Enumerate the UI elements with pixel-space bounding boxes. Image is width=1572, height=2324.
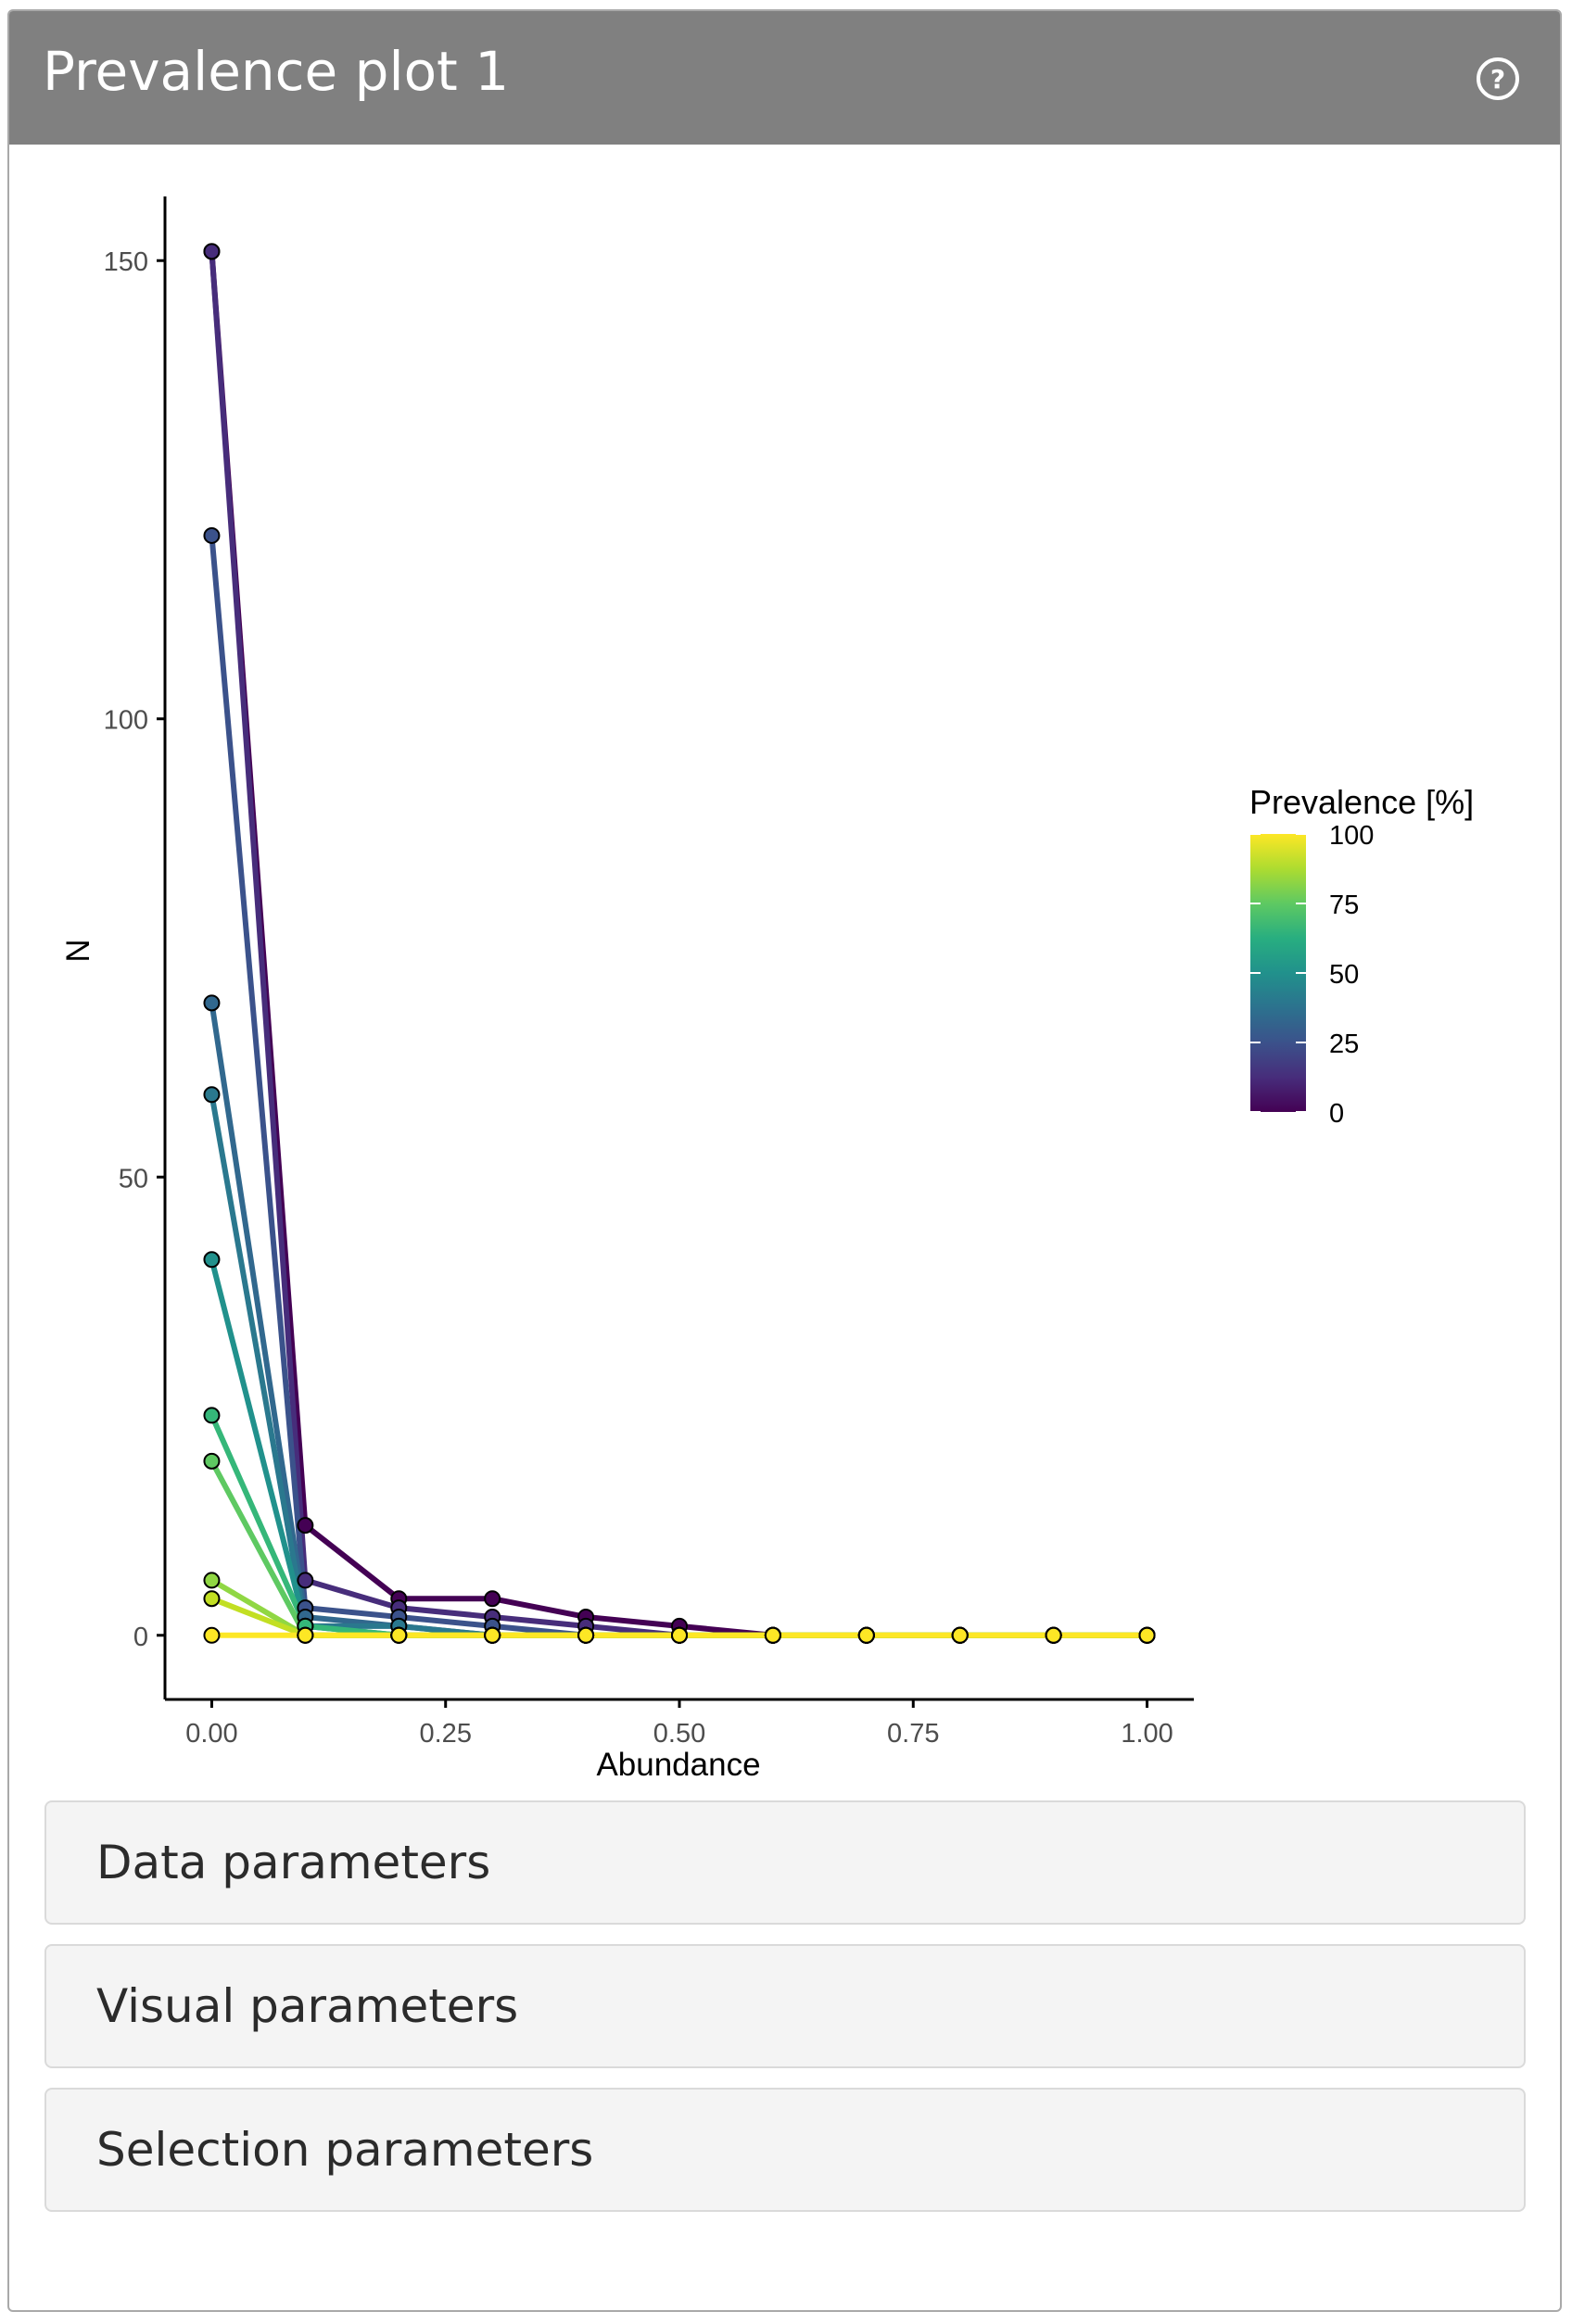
series-line-prevalence-70: [209, 1459, 1147, 1638]
points-layer: [203, 243, 1156, 1644]
data-point: [203, 1626, 221, 1644]
data-point: [857, 1626, 875, 1644]
series-line-prevalence-0: [209, 251, 1147, 1638]
series-line-prevalence-30: [209, 1002, 1147, 1638]
series-line-prevalence-60: [209, 1414, 1147, 1638]
data-point: [764, 1626, 781, 1644]
series-line-prevalence-20: [209, 535, 1147, 1638]
prevalence-chart: 0 50 100 150 0.00 0.25 0.50 0.75 1.00 Abundance…: [60, 196, 1474, 1781]
colorbar-tick-label: 25: [1329, 1029, 1359, 1059]
y-axis-ticks: 0 50 100 150: [104, 247, 165, 1652]
visual-parameters-accordion[interactable]: Visual parameters: [44, 1944, 1526, 2068]
series-line-prevalence-50: [209, 1258, 1147, 1638]
data-point: [390, 1626, 408, 1644]
data-point: [203, 1086, 221, 1104]
colorbar-tick-label: 75: [1329, 890, 1359, 920]
colorbar-tick-label: 0: [1329, 1099, 1344, 1129]
x-tick-label: 0.25: [420, 1719, 472, 1749]
legend-title: Prevalence [%]: [1249, 783, 1474, 821]
data-point: [203, 1590, 221, 1608]
prevalence-plot-card: Prevalence plot 1 ? 0 50 100 150 0.00 0.2: [7, 9, 1562, 2312]
selection-parameters-label: Selection parameters: [96, 2123, 594, 2177]
svg-text:?: ?: [1490, 64, 1505, 95]
y-axis-label: N: [60, 939, 96, 962]
y-tick-label: 50: [119, 1164, 148, 1194]
y-tick-label: 0: [133, 1623, 148, 1652]
x-tick-label: 0.75: [887, 1719, 939, 1749]
data-point: [484, 1626, 501, 1644]
data-point: [203, 1407, 221, 1424]
series-line-prevalence-10: [209, 251, 1147, 1638]
data-point: [203, 1572, 221, 1589]
x-tick-label: 0.00: [185, 1719, 237, 1749]
data-point: [1045, 1626, 1062, 1644]
x-tick-label: 1.00: [1121, 1719, 1173, 1749]
y-tick-label: 150: [104, 247, 148, 277]
y-tick-label: 100: [104, 706, 148, 736]
colorbar-tick-label: 50: [1329, 960, 1359, 990]
x-axis-ticks: 0.00 0.25 0.50 0.75 1.00: [185, 1699, 1173, 1749]
data-point: [203, 526, 221, 544]
colorbar-ticks: 100 75 50 25 0: [1250, 821, 1374, 1129]
data-point: [203, 994, 221, 1012]
x-tick-label: 0.50: [653, 1719, 705, 1749]
data-point: [297, 1626, 314, 1644]
data-point: [203, 1452, 221, 1470]
data-point: [671, 1626, 688, 1644]
card-title: Prevalence plot 1: [43, 40, 510, 103]
visual-parameters-label: Visual parameters: [96, 1979, 519, 2033]
data-point: [297, 1517, 314, 1535]
colorbar-tick-label: 100: [1329, 821, 1374, 851]
series-line-prevalence-40: [209, 1093, 1147, 1638]
data-point: [297, 1572, 314, 1589]
colorbar-legend: Prevalence [%] 100 75 50 25 0: [1249, 783, 1474, 1129]
selection-parameters-accordion[interactable]: Selection parameters: [44, 2088, 1526, 2212]
x-axis-label: Abundance: [596, 1747, 760, 1781]
data-point: [484, 1590, 501, 1608]
data-parameters-label: Data parameters: [96, 1836, 491, 1889]
series-layer: [209, 251, 1147, 1638]
data-point: [203, 1251, 221, 1269]
data-point: [1138, 1626, 1156, 1644]
question-circle-icon[interactable]: ?: [1475, 56, 1521, 102]
data-point: [577, 1626, 595, 1644]
card-header: Prevalence plot 1 ?: [9, 11, 1560, 145]
data-parameters-accordion[interactable]: Data parameters: [44, 1800, 1526, 1925]
data-point: [951, 1626, 969, 1644]
data-point: [203, 243, 221, 260]
